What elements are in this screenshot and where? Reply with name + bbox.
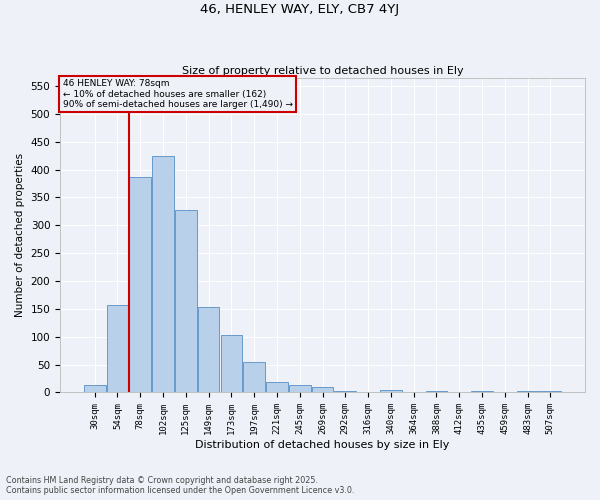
Bar [334,391,356,392]
Text: Contains HM Land Registry data © Crown copyright and database right 2025.
Contai: Contains HM Land Registry data © Crown c… [6,476,355,495]
Bar [175,210,197,392]
Bar [425,391,447,392]
Bar [289,384,311,392]
Bar [107,305,128,392]
Bar [311,387,334,392]
Bar [244,362,265,392]
Bar [130,177,151,392]
Text: 46, HENLEY WAY, ELY, CB7 4YJ: 46, HENLEY WAY, ELY, CB7 4YJ [200,2,400,16]
Y-axis label: Number of detached properties: Number of detached properties [15,153,25,317]
Bar [152,156,174,392]
Bar [198,307,220,392]
Text: 46 HENLEY WAY: 78sqm
← 10% of detached houses are smaller (162)
90% of semi-deta: 46 HENLEY WAY: 78sqm ← 10% of detached h… [62,79,293,109]
Bar [380,390,401,392]
X-axis label: Distribution of detached houses by size in Ely: Distribution of detached houses by size … [196,440,450,450]
Bar [517,391,538,392]
Bar [84,385,106,392]
Bar [539,391,561,392]
Bar [266,382,288,392]
Title: Size of property relative to detached houses in Ely: Size of property relative to detached ho… [182,66,463,76]
Bar [221,335,242,392]
